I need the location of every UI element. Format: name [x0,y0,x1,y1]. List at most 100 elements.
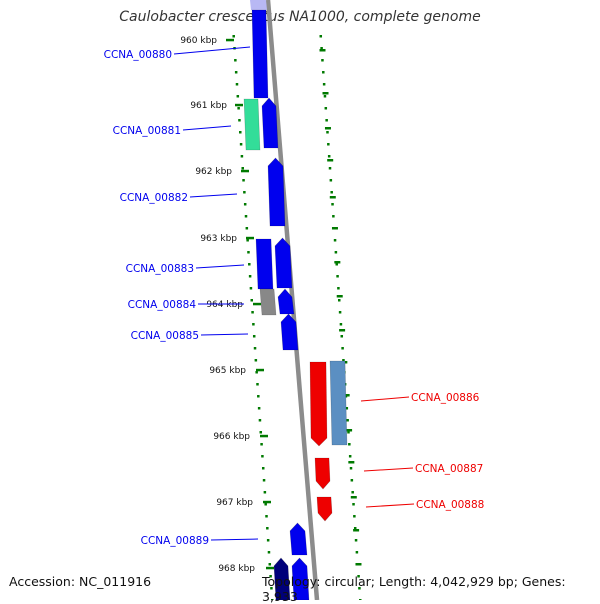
ruler-dot [244,215,248,218]
ruler-dot [243,203,247,206]
outer-ring-dot [332,215,335,218]
outer-ring-dot [349,467,353,470]
ruler-dot [239,131,242,134]
ruler-tick [266,566,274,570]
outer-ring-dot [338,311,342,314]
outer-ring-dash [331,227,338,230]
outer-ring-dot [337,287,340,290]
genome-title: Caulobacter crescentus NA1000, complete … [119,9,481,25]
ruler-dot [236,95,240,98]
outer-ring-dash [346,429,353,432]
ruler-dot [260,443,263,446]
ruler-label: 966 kbp [213,432,250,442]
ruler-dot [259,431,263,434]
ruler-tick [241,169,249,173]
ruler-dot [234,59,237,62]
outer-ring-dot [319,35,323,38]
ruler-dot [241,167,244,170]
ruler-dot [238,119,241,122]
outer-ring-dot [354,539,358,542]
outer-ring-dot [327,143,330,146]
outer-ring-dot [334,251,338,254]
ruler-dot [263,491,267,494]
gene-feature [329,360,348,446]
ruler-tick [226,38,234,42]
ruler-dot [266,527,269,530]
outer-ring-dot [351,491,354,494]
gene-feature [274,237,293,289]
gene-feature [316,496,333,522]
ruler-dot [237,107,240,110]
gene-leader-line [363,467,414,472]
gene-feature [314,457,331,490]
ruler-dot [239,143,243,146]
ruler-dot [232,35,235,38]
gene-label: CCNA_00887 [415,463,483,475]
gene-feature [255,238,274,290]
gene-label: CCNA_00884 [128,299,197,311]
outer-ring-dot [329,179,333,182]
ruler-label: 963 kbp [200,234,237,244]
outer-ring-dot [326,131,329,134]
gene-leader-line [173,46,251,55]
ruler-tick [246,236,254,240]
outer-ring-dot [355,551,359,554]
ruler-dot [240,155,244,158]
gene-feature [309,361,328,447]
gene-leader-line [210,538,259,541]
ruler-dot [252,323,255,326]
outer-ring-dot [339,323,343,326]
gene-leader-line [195,264,245,269]
gene-leader-line [360,396,410,402]
outer-ring-dot [350,479,354,482]
outer-ring-dot [336,275,339,278]
gene-label: CCNA_00881 [113,125,181,137]
ruler-dot [270,587,273,590]
outer-ring-dot [345,407,349,410]
gene-feature [243,98,261,151]
gene-leader-line [200,333,249,336]
gene-label: CCNA_00883 [126,263,194,275]
outer-ring-dash [343,394,350,397]
ruler-dot [246,239,249,242]
gene-label: CCNA_00885 [131,330,199,342]
outer-ring-dot [352,503,355,506]
outer-ring-dot [320,47,323,50]
ruler-dot [267,551,271,554]
gene-feature [267,157,286,227]
ruler-dot [256,383,259,386]
outer-ring-dot [358,587,361,590]
ruler-tick [253,302,261,306]
outer-ring-dash [327,159,334,162]
gene-feature [261,97,279,149]
ruler-dot [251,311,254,314]
outer-ring-dash [336,295,343,298]
ruler-dot [242,179,245,182]
outer-ring-dot [348,455,352,458]
outer-ring-dot [340,335,344,338]
ruler-dot [248,275,252,278]
outer-ring-dot [347,431,350,434]
ruler-label: 968 kbp [218,564,255,574]
outer-ring-dot [322,71,325,74]
outer-ring-dash [348,461,355,464]
outer-ring-dot [357,575,360,578]
ruler-dot [257,395,260,398]
ruler-dot [262,479,266,482]
outer-ring-dot [353,515,356,518]
ruler-dot [245,227,249,230]
outer-ring-dot [322,83,326,86]
gene-leader-line [365,503,415,508]
gene-label: CCNA_00886 [411,392,480,404]
ruler-dot [243,191,246,194]
ruler-label: 962 kbp [195,167,232,177]
ruler-dot [264,503,267,506]
outer-ring-dash [322,92,329,95]
gene-feature [291,557,310,600]
outer-ring-dot [333,239,337,242]
ruler-dot [266,539,270,542]
gene-feature [259,288,277,316]
ruler-tick [263,500,271,504]
ruler-label: 961 kbp [190,101,227,111]
ruler-label: 967 kbp [216,498,253,508]
